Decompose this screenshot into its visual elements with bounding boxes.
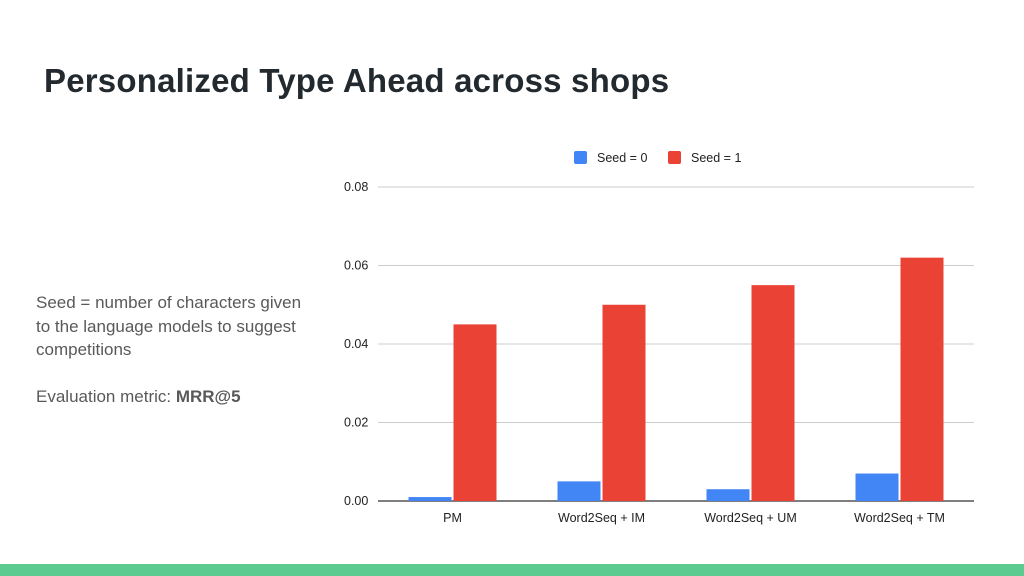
x-tick-label: Word2Seq + UM <box>704 511 797 525</box>
bar-seed-1 <box>751 285 795 501</box>
bar-seed-1 <box>602 304 646 501</box>
bar-seed-0 <box>557 481 601 501</box>
footer-bar <box>0 564 1024 576</box>
bar-chart: 0.00 0.02 0.04 0.06 0.08 PM Word2Seq + IM Word2… <box>344 151 974 525</box>
bar-seed-0 <box>408 497 452 501</box>
y-tick-label: 0.08 <box>344 180 368 194</box>
bar-seed-1 <box>900 257 944 501</box>
y-tick-label: 0.04 <box>344 337 368 351</box>
legend-swatch-seed-0 <box>574 151 587 164</box>
legend-label-seed-1: Seed = 1 <box>691 151 741 165</box>
evaluation-metric: Evaluation metric: MRR@5 <box>36 385 306 409</box>
x-tick-label: Word2Seq + IM <box>558 511 645 525</box>
seed-description: Seed = number of characters given to the… <box>36 293 302 359</box>
metric-label: Evaluation metric: <box>36 386 176 406</box>
x-tick-label: Word2Seq + TM <box>854 511 945 525</box>
x-tick-label: PM <box>443 511 462 525</box>
y-tick-label: 0.06 <box>344 259 368 273</box>
y-tick-label: 0.00 <box>344 494 368 508</box>
notes-panel: Seed = number of characters given to the… <box>36 291 306 408</box>
legend-label-seed-0: Seed = 0 <box>597 151 647 165</box>
slide-title: Personalized Type Ahead across shops <box>44 62 670 99</box>
bar-seed-0 <box>706 489 750 501</box>
metric-value: MRR@5 <box>175 386 241 406</box>
bar-seed-1 <box>453 324 497 501</box>
y-tick-label: 0.02 <box>344 416 368 430</box>
legend-swatch-seed-1 <box>668 151 681 164</box>
bar-seed-0 <box>855 473 899 501</box>
